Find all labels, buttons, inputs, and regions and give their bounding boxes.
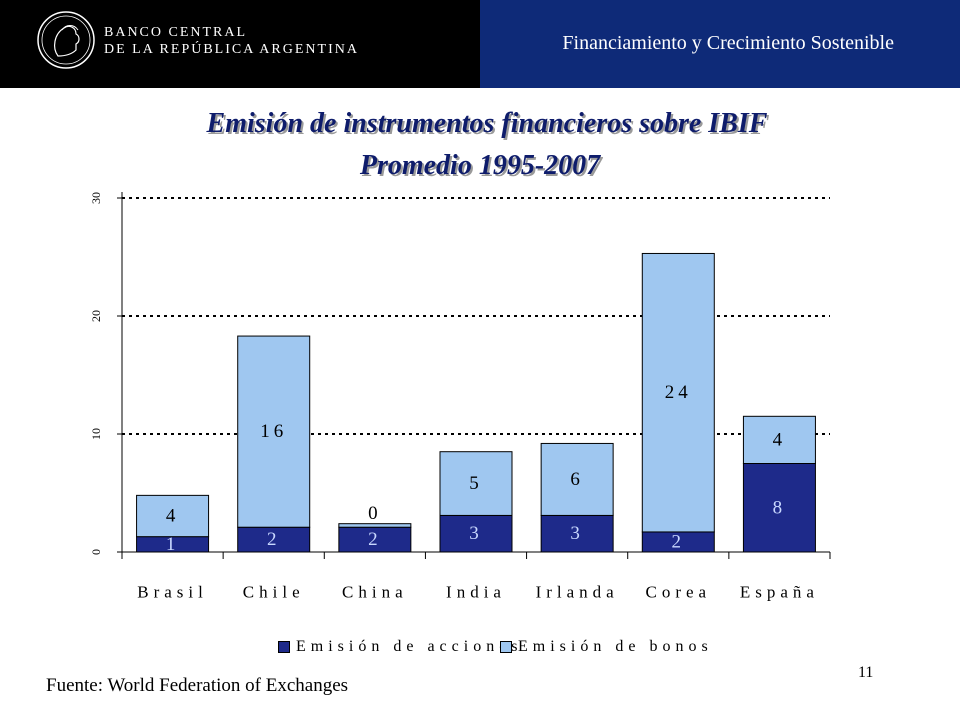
legend-item-acciones: Emisión de acciones <box>278 638 523 656</box>
data-label-china-bonos: 0 <box>368 503 382 524</box>
legend-label-acciones: Emisión de acciones <box>296 638 523 655</box>
y-tick-label-10: 10 <box>89 428 103 440</box>
bar-irlanda-acciones <box>540 514 614 553</box>
y-tick-label-30: 30 <box>89 192 103 204</box>
data-label-india-bonos: 5 <box>469 473 483 494</box>
x-tick-label-corea: Corea <box>645 583 711 602</box>
legend-label-bonos: Emisión de bonos <box>518 638 713 655</box>
y-tick-label-20: 20 <box>89 310 103 322</box>
bar-china-bonos <box>338 523 412 528</box>
x-tick-label-chile: Chile <box>243 583 305 602</box>
x-tick-label-brasil: Brasil <box>137 583 208 602</box>
bank-name-line2: DE LA REPÚBLICA ARGENTINA <box>104 42 359 57</box>
bar-irlanda-bonos <box>540 442 614 516</box>
bank-name-line1: BANCO CENTRAL <box>104 25 248 40</box>
bar-brasil-bonos <box>136 494 210 538</box>
chart-title: Emisión de instrumentos financieros sobr… <box>206 108 768 139</box>
x-tick-label-irlanda: Irlanda <box>536 583 619 602</box>
data-label-chile-acciones: 2 <box>267 529 281 550</box>
bar-india-bonos <box>439 451 513 516</box>
bar-chile-bonos <box>237 335 311 528</box>
x-tick-label-china: China <box>342 583 408 602</box>
bar-españa-acciones <box>742 463 816 553</box>
x-tick-label-españa: España <box>740 583 819 602</box>
data-label-irlanda-bonos: 6 <box>570 469 584 490</box>
data-label-españa-acciones: 8 <box>773 497 787 518</box>
source-note: Fuente: World Federation of Exchanges <box>46 675 349 696</box>
data-label-corea-acciones: 2 <box>672 531 686 552</box>
data-label-irlanda-acciones: 3 <box>570 523 584 544</box>
data-label-china-acciones: 2 <box>368 529 382 550</box>
chart-subtitle: Promedio 1995-2007 <box>359 150 601 181</box>
header-section-block: Financiamiento y Crecimiento Sostenible <box>480 0 960 88</box>
data-label-españa-bonos: 4 <box>773 429 787 450</box>
bar-españa-bonos <box>742 415 816 464</box>
data-label-chile-bonos: 16 <box>260 421 287 442</box>
bar-china-acciones <box>338 526 412 553</box>
legend-swatch-bonos <box>500 641 512 654</box>
legend-swatch-acciones <box>278 641 290 654</box>
bar-chile-acciones <box>237 526 311 553</box>
legend-item-bonos: Emisión de bonos <box>500 638 713 656</box>
data-label-brasil-acciones: 1 <box>166 534 180 555</box>
y-tick-label-0: 0 <box>89 549 103 555</box>
section-title: Financiamiento y Crecimiento Sostenible <box>562 32 894 54</box>
header-bank-block: BANCO CENTRAL DE LA REPÚBLICA ARGENTINA <box>0 0 480 88</box>
page-number: 11 <box>858 664 874 681</box>
bank-seal-logo <box>37 11 95 69</box>
bar-corea-bonos <box>641 252 715 533</box>
data-label-india-acciones: 3 <box>469 523 483 544</box>
data-label-corea-bonos: 24 <box>665 382 692 403</box>
bar-india-acciones <box>439 514 513 553</box>
bank-name: BANCO CENTRAL DE LA REPÚBLICA ARGENTINA <box>104 24 359 58</box>
data-label-brasil-bonos: 4 <box>166 506 180 527</box>
x-tick-label-india: India <box>446 583 506 602</box>
